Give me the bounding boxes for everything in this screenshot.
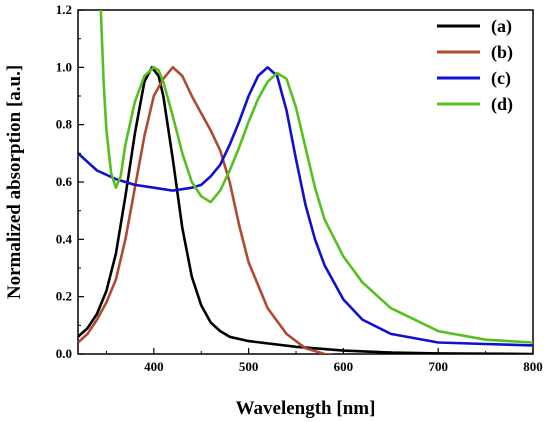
legend: (a) (b) (c) (d) bbox=[437, 16, 513, 115]
x-tick-label: 800 bbox=[523, 359, 543, 374]
y-tick-label: 0.0 bbox=[56, 346, 72, 361]
x-tick-label: 600 bbox=[334, 359, 354, 374]
y-tick-label: 1.2 bbox=[56, 2, 72, 17]
x-axis-ticks: 400 500 600 700 800 bbox=[105, 348, 543, 374]
series-line-3 bbox=[99, 10, 533, 344]
y-tick-label: 0.2 bbox=[56, 289, 72, 304]
y-axis-ticks: 0.0 0.2 0.4 0.6 0.8 1.0 1.2 bbox=[56, 2, 84, 361]
y-tick-label: 0.8 bbox=[56, 117, 73, 132]
x-tick-label: 500 bbox=[239, 359, 259, 374]
series-line-1 bbox=[78, 66, 334, 354]
x-tick-label: 400 bbox=[144, 359, 164, 374]
legend-label-2: (c) bbox=[491, 68, 511, 89]
x-tick-label: 700 bbox=[428, 359, 448, 374]
x-axis-label: Wavelength [nm] bbox=[236, 398, 376, 419]
y-tick-label: 0.6 bbox=[56, 174, 73, 189]
y-axis-label: Normalized absorption [a.u.] bbox=[4, 65, 25, 299]
series-lines bbox=[78, 10, 533, 354]
y-tick-label: 1.0 bbox=[56, 59, 72, 74]
legend-label-0: (a) bbox=[491, 16, 512, 37]
legend-label-1: (b) bbox=[491, 42, 513, 63]
plot-frame bbox=[77, 9, 534, 355]
y-tick-label: 0.4 bbox=[56, 231, 73, 246]
series-line-0 bbox=[78, 66, 533, 354]
legend-label-3: (d) bbox=[491, 94, 513, 115]
series-line-2 bbox=[78, 66, 533, 347]
